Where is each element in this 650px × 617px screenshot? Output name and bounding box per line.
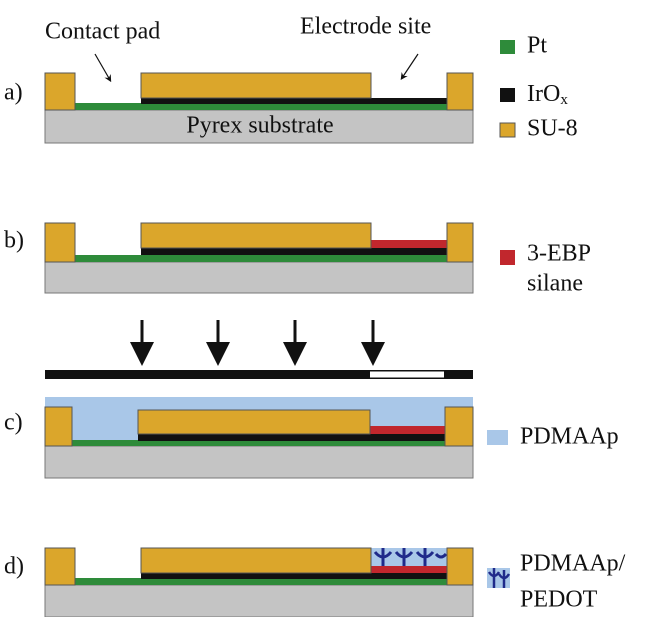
irox-layer bbox=[141, 573, 447, 579]
arrow bbox=[95, 54, 110, 80]
irox-layer bbox=[141, 248, 447, 255]
su8 bbox=[45, 548, 75, 585]
panel-a: a) Pyrex substrate bbox=[4, 73, 473, 143]
annotation: Electrode site bbox=[300, 14, 431, 40]
irox-layer bbox=[138, 434, 445, 441]
substrate bbox=[45, 262, 473, 293]
substrate bbox=[45, 446, 473, 478]
substrate bbox=[45, 585, 473, 617]
legend-label: PDMAAp bbox=[520, 424, 619, 450]
silane-layer bbox=[370, 426, 445, 434]
legend-label: PDMAAp/ bbox=[520, 551, 626, 577]
silane-layer bbox=[371, 240, 447, 248]
su8 bbox=[45, 223, 75, 262]
legend-label: SU-8 bbox=[527, 116, 578, 142]
legend-swatch bbox=[500, 40, 515, 54]
mask-opening bbox=[370, 372, 444, 378]
su8 bbox=[447, 73, 473, 110]
arrow bbox=[402, 54, 418, 78]
panel-b: b) bbox=[4, 223, 473, 293]
legend-label: Pt bbox=[527, 33, 547, 59]
su8 bbox=[45, 407, 72, 446]
legend-swatch bbox=[500, 88, 515, 102]
panel-label: d) bbox=[4, 554, 24, 580]
panel-label: a) bbox=[4, 80, 23, 106]
silane-layer bbox=[371, 566, 447, 573]
su8 bbox=[141, 73, 371, 98]
legend-label: 3-EBP bbox=[527, 241, 591, 267]
legend-label: silane bbox=[527, 271, 583, 297]
irox-layer bbox=[141, 98, 447, 104]
panel-c: c) bbox=[4, 397, 473, 478]
pt-layer bbox=[75, 255, 447, 262]
su8 bbox=[141, 223, 371, 248]
legend-label: PEDOT bbox=[520, 587, 598, 613]
su8 bbox=[445, 407, 473, 446]
legend-swatch bbox=[487, 430, 508, 445]
panel-label: b) bbox=[4, 228, 24, 254]
pt-layer bbox=[75, 103, 447, 110]
substrate-label: Pyrex substrate bbox=[186, 113, 333, 139]
legend-label: IrOx bbox=[527, 81, 568, 109]
su8 bbox=[138, 410, 370, 434]
annotation: Contact pad bbox=[45, 19, 160, 45]
pt-layer bbox=[75, 578, 447, 585]
panel-d: d) bbox=[4, 548, 473, 617]
diagram: Contact pad Electrode site a) Pyrex subs… bbox=[0, 0, 650, 617]
su8 bbox=[447, 548, 473, 585]
legend-swatch bbox=[500, 123, 515, 137]
su8 bbox=[141, 548, 371, 573]
legend: Pt IrOx SU-8 3-EBP silane PDMAAp PDMAAp/… bbox=[487, 33, 626, 613]
su8 bbox=[45, 73, 75, 110]
su8 bbox=[447, 223, 473, 262]
legend-swatch bbox=[500, 250, 515, 265]
panel-label: c) bbox=[4, 410, 23, 436]
exposure bbox=[45, 320, 473, 379]
